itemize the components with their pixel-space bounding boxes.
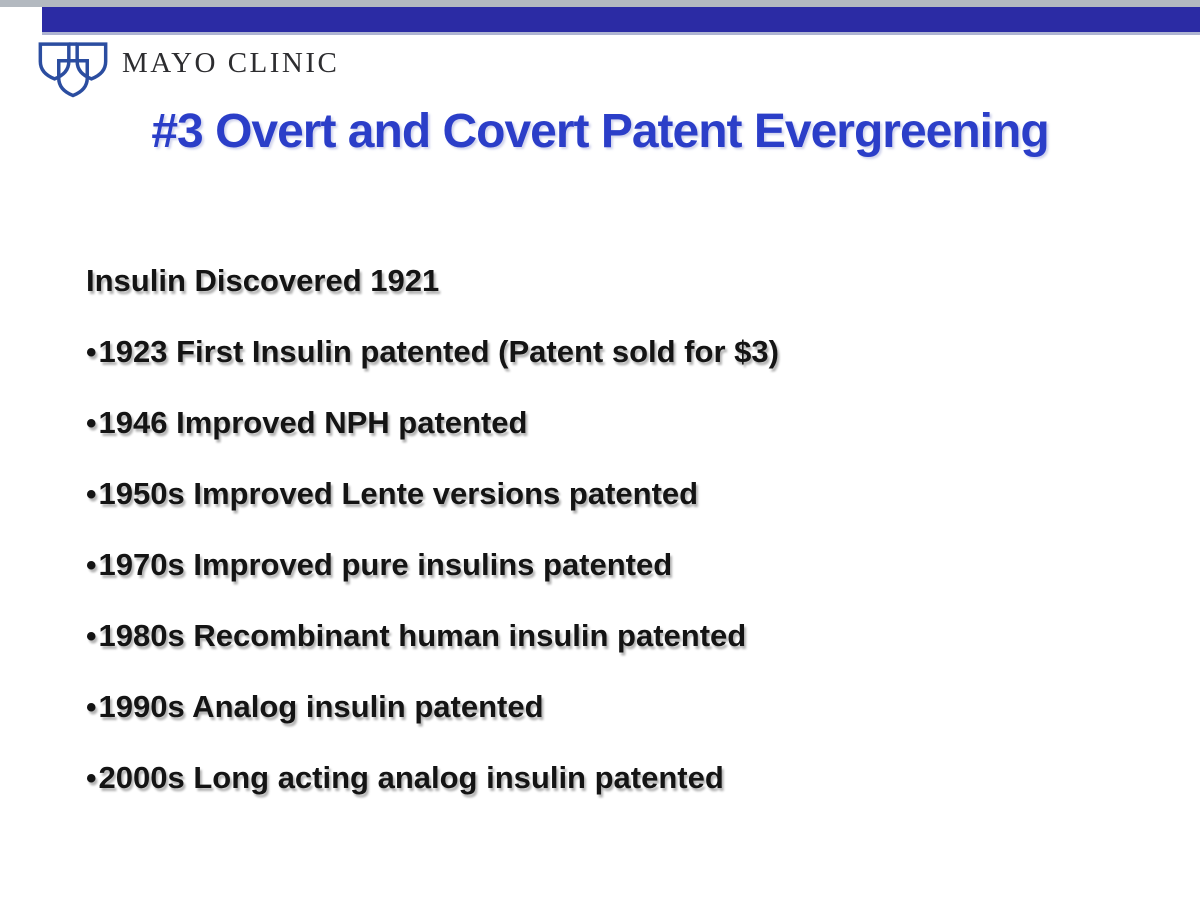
page-title: #3 Overt and Covert Patent Evergreening — [151, 105, 1049, 158]
body-text-block: Insulin Discovered 1921 •1923 First Insu… — [86, 245, 1136, 813]
bullet-item: •1970s Improved pure insulins patented — [86, 529, 1136, 600]
bullet-item: •2000s Long acting analog insulin patent… — [86, 742, 1136, 813]
bullet-item-label: 1946 Improved NPH patented — [98, 405, 528, 440]
bullet-item-label: 2000s Long acting analog insulin patente… — [98, 760, 724, 795]
logo-wordmark: MAYO CLINIC — [122, 47, 340, 79]
bullet-item: •1950s Improved Lente versions patented — [86, 458, 1136, 529]
intro-line: Insulin Discovered 1921 — [86, 263, 440, 298]
bullet-icon: • — [86, 549, 97, 582]
header-bar — [42, 7, 1200, 35]
bullet-item: •1990s Analog insulin patented — [86, 671, 1136, 742]
bullet-item: •1946 Improved NPH patented — [86, 387, 1136, 458]
bullet-item: •1923 First Insulin patented (Patent sol… — [86, 316, 1136, 387]
top-accent-strip — [0, 0, 1200, 7]
shield-icon — [75, 42, 108, 81]
bullet-item-label: 1990s Analog insulin patented — [98, 689, 544, 724]
bullet-item-label: 1980s Recombinant human insulin patented — [98, 618, 747, 653]
bullet-item-label: 1923 First Insulin patented (Patent sold… — [98, 334, 779, 369]
shield-icon — [38, 42, 71, 81]
bullet-icon: • — [86, 691, 97, 724]
bullet-icon: • — [86, 336, 97, 369]
mayo-triple-shield-icon — [38, 42, 108, 98]
bullet-icon: • — [86, 762, 97, 795]
bullet-item-label: 1970s Improved pure insulins patented — [98, 547, 673, 582]
bullet-icon: • — [86, 620, 97, 653]
bullet-item-label: 1950s Improved Lente versions patented — [98, 476, 699, 511]
shield-icon — [57, 59, 89, 98]
bullet-item: •1980s Recombinant human insulin patente… — [86, 600, 1136, 671]
bullet-icon: • — [86, 478, 97, 511]
bullet-icon: • — [86, 407, 97, 440]
mayo-clinic-logo: MAYO CLINIC — [38, 42, 339, 99]
